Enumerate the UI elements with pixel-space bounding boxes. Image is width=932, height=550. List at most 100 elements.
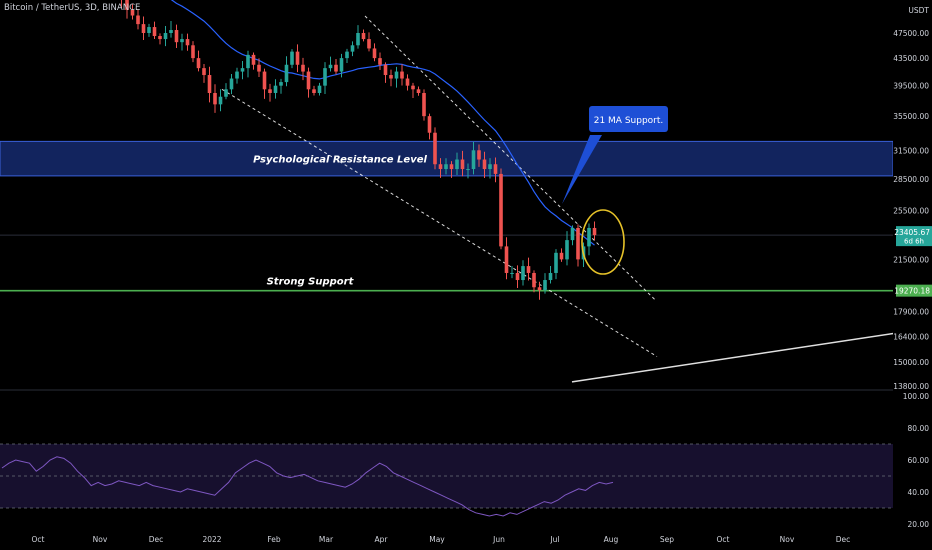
candle-body <box>224 89 228 97</box>
price-tick-label: 35500.00 <box>893 112 929 121</box>
candle-body <box>444 164 448 170</box>
candle-body <box>339 58 344 72</box>
candle-body <box>180 39 184 43</box>
price-tick-label: 43500.00 <box>893 54 929 63</box>
candle-body <box>493 164 498 174</box>
candle-body <box>422 92 426 117</box>
time-axis-bg <box>0 530 932 550</box>
candle-body <box>559 252 564 260</box>
candle-body <box>427 116 432 133</box>
time-tick-label: Jul <box>549 535 559 544</box>
time-tick-label: Nov <box>780 535 795 544</box>
time-tick-label: Dec <box>836 535 851 544</box>
candle-body <box>367 39 371 49</box>
candle-body <box>328 64 333 69</box>
candle-body <box>372 48 377 59</box>
candle-body <box>466 169 470 171</box>
price-axis: USDT 47500.00 43500.00 39500.00 35500.00 3150… <box>893 0 932 550</box>
candle-body <box>537 287 542 291</box>
candle-body <box>378 58 382 65</box>
candle-body <box>295 51 300 65</box>
candle-body <box>587 227 591 247</box>
price-unit-label: USDT <box>908 6 929 15</box>
candle-body <box>554 252 558 273</box>
price-tick-label: 25500.00 <box>893 207 929 216</box>
bar-countdown-label: 6d 6h <box>904 238 924 246</box>
candle-body <box>147 27 151 33</box>
candle-body <box>213 92 217 105</box>
candle-body <box>411 85 415 90</box>
candle-body <box>477 150 481 160</box>
time-tick-label: Apr <box>375 535 389 544</box>
candle-body <box>257 64 261 72</box>
candle-body <box>510 272 514 274</box>
time-tick-label: Aug <box>604 535 619 544</box>
candle-body <box>471 150 476 170</box>
callout-box <box>589 106 668 132</box>
candle-body <box>548 272 553 281</box>
current-price-tag <box>896 226 932 247</box>
callout-text: 21 MA Support. <box>594 116 664 126</box>
candle-body <box>169 30 173 33</box>
candle-body <box>218 96 223 105</box>
rsi-tick-label: 80.00 <box>908 424 930 433</box>
moving-average-layer <box>170 0 595 246</box>
candle-body <box>482 159 487 170</box>
time-tick-label: Dec <box>149 535 164 544</box>
rsi-tick-label: 100.00 <box>903 392 929 401</box>
candle-body <box>400 71 404 79</box>
candle-body <box>306 71 311 90</box>
price-tick-label: 31500.00 <box>893 146 929 155</box>
candle-body <box>543 280 547 291</box>
trendlines-layer <box>221 15 896 383</box>
candle-body <box>130 9 135 16</box>
candle-body <box>570 227 575 241</box>
candle-body <box>185 39 190 46</box>
time-tick-label: 2022 <box>202 535 221 544</box>
candle-body <box>279 82 283 86</box>
chart-title: Bitcoin / TetherUS, 3D, BINANCE <box>4 3 141 13</box>
candle-body <box>235 71 239 79</box>
candle-body <box>438 164 443 170</box>
candle-body <box>191 45 195 59</box>
time-tick-label: May <box>429 535 445 544</box>
candle-body <box>592 227 597 236</box>
time-tick-label: Jun <box>492 535 505 544</box>
channel-lower-line <box>221 88 658 357</box>
highlight-circle <box>581 209 625 275</box>
candle-body <box>532 272 536 288</box>
candle-body <box>262 71 267 90</box>
candle-body <box>504 246 509 273</box>
candle-body <box>356 33 360 46</box>
price-tick-label: 17900.00 <box>893 308 929 317</box>
candle-body <box>240 68 245 72</box>
price-tick-label: 47500.00 <box>893 29 929 38</box>
rsi-pane <box>0 443 893 517</box>
time-tick-label: Nov <box>93 535 108 544</box>
price-tick-label: 28500.00 <box>893 175 929 184</box>
grid-layer: Strong Support <box>0 234 893 391</box>
support-label: Strong Support <box>267 277 355 288</box>
time-tick-label: Oct <box>717 535 730 544</box>
candle-body <box>576 227 580 260</box>
annotations-layer: 21 MA Support. <box>562 106 668 275</box>
candle-body <box>383 64 388 76</box>
candle-body <box>460 159 465 170</box>
price-tick-label: 16400.00 <box>893 333 929 342</box>
candle-body <box>163 33 168 40</box>
candle-body <box>158 36 162 40</box>
candle-body <box>394 71 399 79</box>
candle-body <box>323 68 327 86</box>
price-tick-label: 13800.00 <box>893 382 929 391</box>
ma-21-line <box>170 0 595 246</box>
candle-body <box>251 54 256 65</box>
candle-body <box>565 240 569 260</box>
candle-body <box>312 89 316 93</box>
candle-body <box>141 24 146 33</box>
rsi-tick-label: 40.00 <box>908 488 930 497</box>
candle-body <box>229 78 234 90</box>
candle-body <box>284 64 289 83</box>
candle-body <box>389 75 393 79</box>
time-axis: Oct Nov Dec 2022 Feb Mar Apr May Jun Jul Aug Sep Oct… <box>0 530 932 550</box>
